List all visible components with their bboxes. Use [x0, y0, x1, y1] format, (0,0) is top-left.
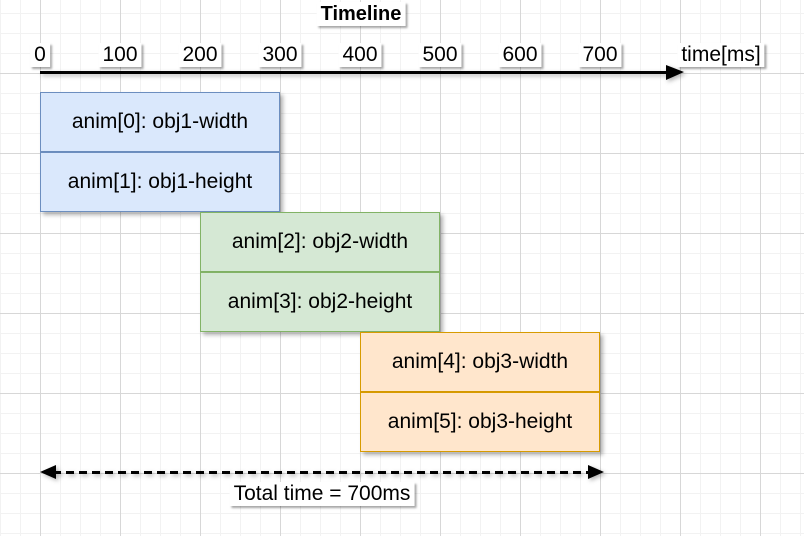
right-arrowhead-icon [588, 465, 604, 479]
anim-bar-5-label: anim[5]: obj3-height [387, 410, 573, 433]
anim-bar-4: anim[4]: obj3-width [360, 332, 600, 392]
anim-bar-0: anim[0]: obj1-width [40, 92, 280, 152]
anim-bar-3-label: anim[3]: obj2-height [227, 290, 413, 313]
axis-tick-500: 500 [418, 43, 462, 67]
anim-bar-0-label: anim[0]: obj1-width [71, 110, 249, 133]
axis-tick-100: 100 [98, 43, 142, 67]
anim-bar-4-label: anim[4]: obj3-width [391, 350, 569, 373]
anim-bar-1: anim[1]: obj1-height [40, 152, 280, 212]
anim-bar-3: anim[3]: obj2-height [200, 272, 440, 332]
total-dashed-line [53, 471, 591, 474]
axis-tick-200: 200 [178, 43, 222, 67]
anim-bar-5: anim[5]: obj3-height [360, 392, 600, 452]
axis-tick-0: 0 [30, 43, 50, 67]
axis-tick-300: 300 [258, 43, 302, 67]
anim-bar-1-label: anim[1]: obj1-height [67, 170, 253, 193]
axis-tick-600: 600 [498, 43, 542, 67]
anim-bar-2: anim[2]: obj2-width [200, 212, 440, 272]
axis-tick-700: 700 [578, 43, 622, 67]
diagram-title: Timeline [316, 2, 406, 26]
left-arrowhead-icon [40, 465, 56, 479]
axis-unit-label: time[ms] [677, 43, 765, 67]
axis-arrowhead-icon [666, 65, 684, 80]
axis-tick-400: 400 [338, 43, 382, 67]
anim-bar-2-label: anim[2]: obj2-width [231, 230, 409, 253]
total-time-label: Total time = 700ms [229, 482, 415, 506]
axis-line [40, 71, 668, 74]
